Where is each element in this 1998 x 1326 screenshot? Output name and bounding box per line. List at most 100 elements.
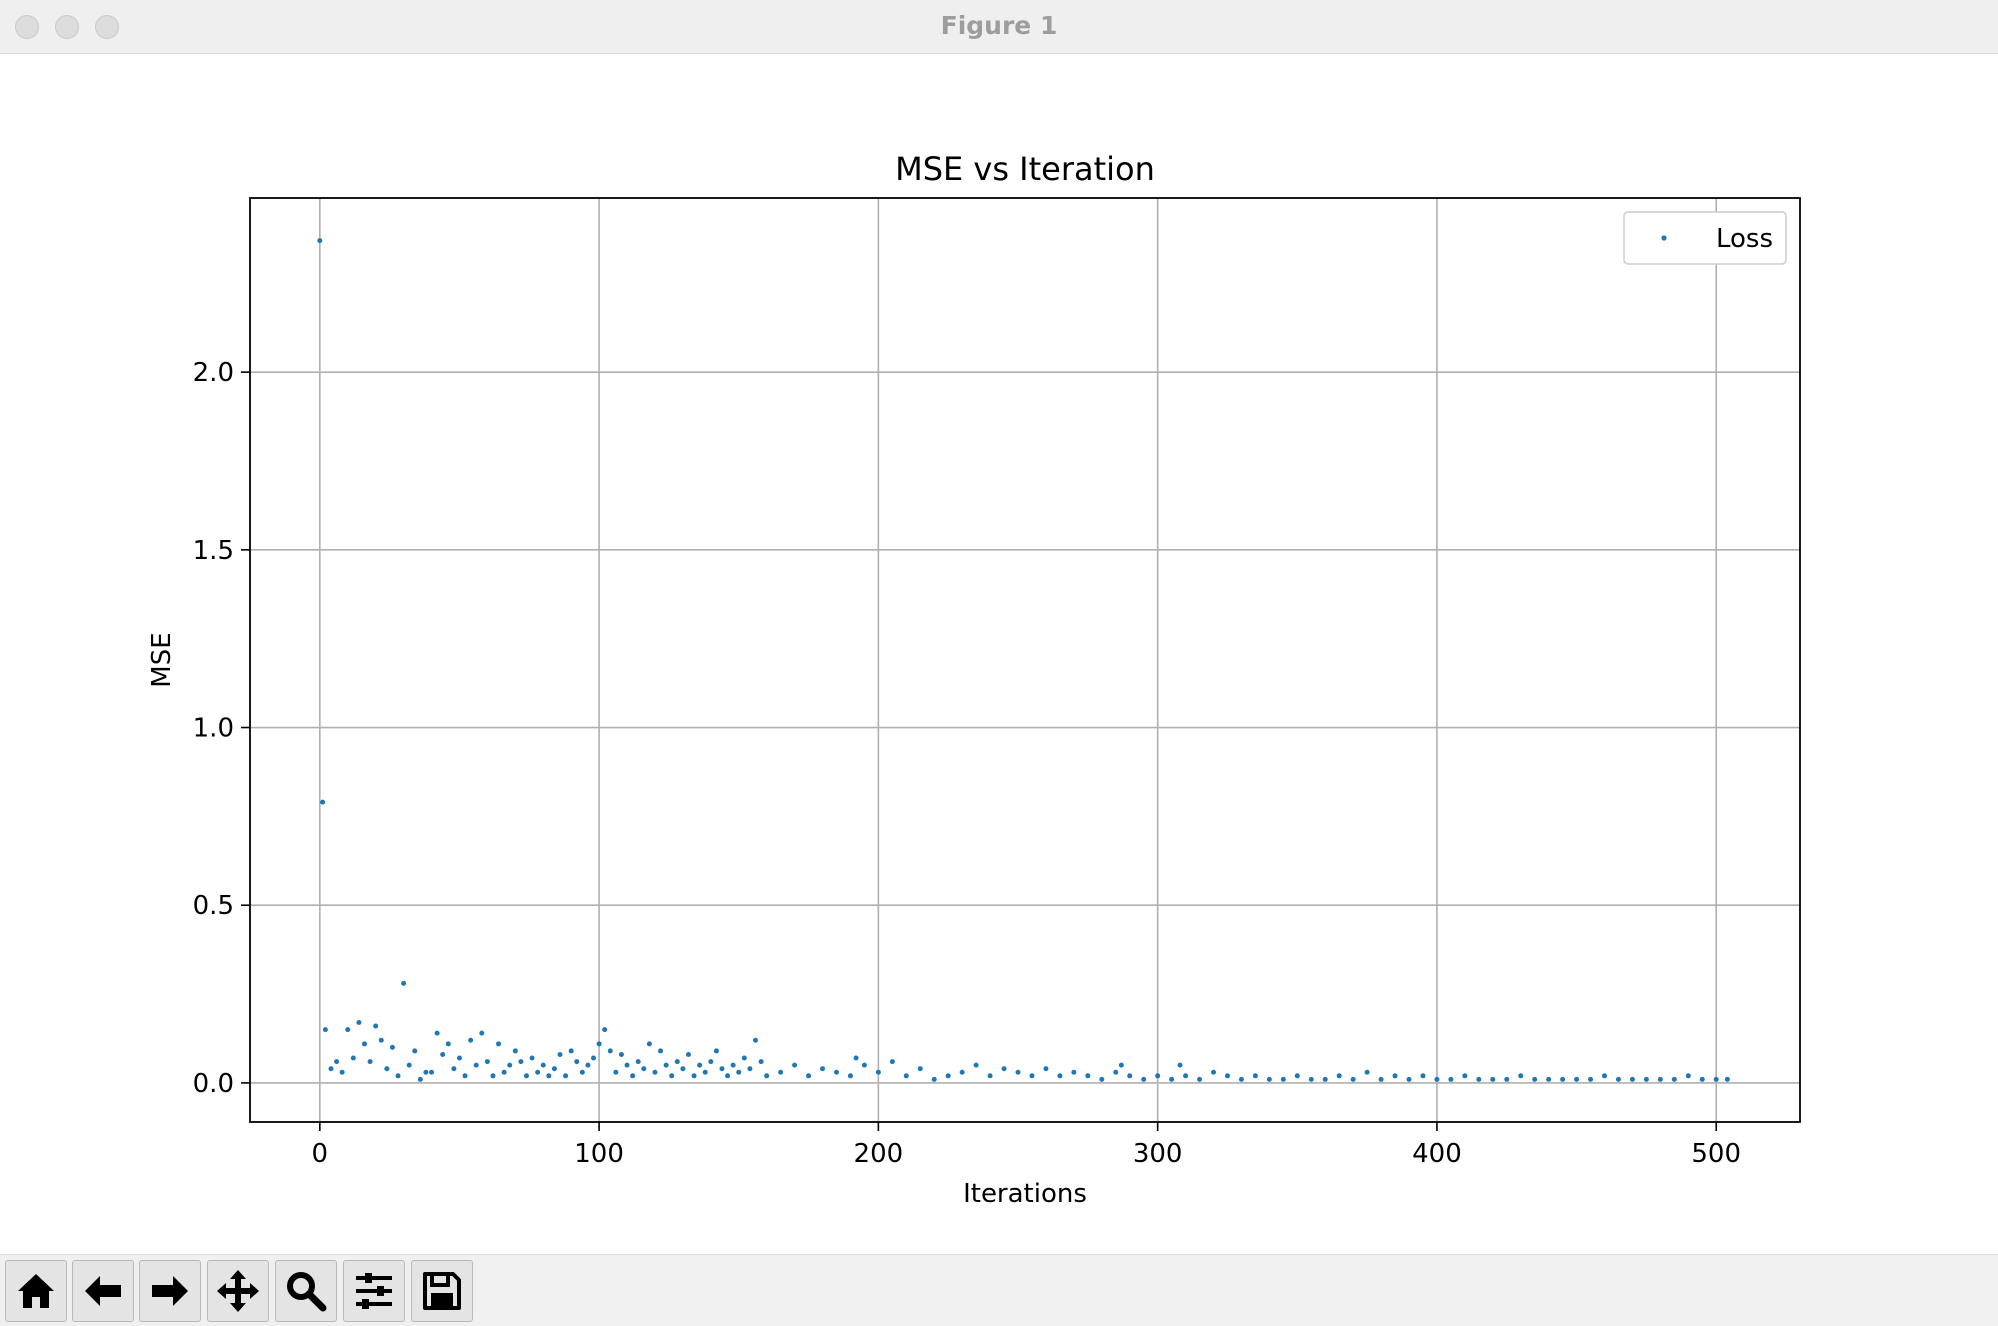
data-point	[334, 1059, 340, 1065]
x-axis-ticks: 0 100 200 300 400 500	[312, 1122, 1741, 1169]
data-point	[585, 1062, 591, 1068]
legend-label: Loss	[1716, 224, 1773, 254]
data-point	[579, 1069, 585, 1075]
data-point	[1406, 1076, 1412, 1082]
data-point	[1685, 1073, 1691, 1079]
data-point	[1029, 1073, 1035, 1079]
pan-move-icon	[217, 1270, 259, 1312]
y-tick-label: 1.0	[193, 714, 234, 744]
x-tick-label: 200	[854, 1139, 904, 1169]
minimize-window-button[interactable]	[55, 15, 79, 39]
data-point	[529, 1055, 535, 1061]
data-point	[613, 1069, 619, 1075]
data-point	[730, 1062, 736, 1068]
zoom-window-button[interactable]	[95, 15, 119, 39]
data-point	[691, 1073, 697, 1079]
data-point	[702, 1069, 708, 1075]
data-point	[389, 1044, 395, 1050]
data-point	[1657, 1076, 1663, 1082]
data-point	[680, 1066, 686, 1072]
legend-marker	[1661, 235, 1667, 241]
y-axis-label: MSE	[147, 632, 177, 687]
data-point	[350, 1055, 356, 1061]
data-point	[1224, 1073, 1230, 1079]
zoom-button[interactable]	[275, 1260, 337, 1322]
data-point	[1615, 1076, 1621, 1082]
data-point	[806, 1073, 812, 1079]
data-point	[1155, 1073, 1161, 1079]
data-point	[501, 1069, 507, 1075]
figure-canvas: 0 100 200 300 400 500 0.0 0.5 1.0 1.5 2.0 MSE vs …	[0, 54, 1998, 1254]
data-point	[523, 1073, 529, 1079]
x-tick-label: 300	[1133, 1139, 1183, 1169]
data-point	[917, 1066, 923, 1072]
data-point	[1211, 1069, 1217, 1075]
data-point	[1015, 1069, 1021, 1075]
data-point	[697, 1062, 703, 1068]
data-point	[741, 1055, 747, 1061]
data-point	[1280, 1076, 1286, 1082]
data-point	[1197, 1076, 1203, 1082]
window-title: Figure 1	[940, 11, 1058, 40]
data-point	[1043, 1066, 1049, 1072]
data-point	[535, 1069, 541, 1075]
data-point	[1699, 1076, 1705, 1082]
data-point	[356, 1019, 362, 1025]
data-point	[764, 1073, 770, 1079]
grid-lines	[250, 198, 1800, 1122]
data-point	[719, 1066, 725, 1072]
x-tick-label: 100	[574, 1139, 624, 1169]
data-point	[1420, 1073, 1426, 1079]
data-point	[540, 1062, 546, 1068]
data-point	[317, 238, 323, 244]
forward-arrow-icon	[152, 1276, 188, 1306]
data-point	[778, 1069, 784, 1075]
y-axis-ticks: 0.0 0.5 1.0 1.5 2.0	[193, 358, 250, 1099]
data-point	[1364, 1069, 1370, 1075]
data-point	[674, 1059, 680, 1065]
data-point	[1118, 1062, 1124, 1068]
data-point	[652, 1069, 658, 1075]
chart: 0 100 200 300 400 500 0.0 0.5 1.0 1.5 2.0 MSE vs …	[147, 150, 1801, 1209]
data-point	[959, 1069, 965, 1075]
data-point	[345, 1027, 351, 1033]
data-point	[512, 1048, 518, 1054]
data-point	[708, 1059, 714, 1065]
data-point	[434, 1030, 440, 1036]
back-button[interactable]	[72, 1260, 134, 1322]
data-point	[367, 1059, 373, 1065]
configure-subplots-button[interactable]	[343, 1260, 405, 1322]
data-point	[1546, 1076, 1552, 1082]
pan-button[interactable]	[207, 1260, 269, 1322]
data-point	[1378, 1076, 1384, 1082]
data-point	[1629, 1076, 1635, 1082]
data-point	[440, 1051, 446, 1057]
data-point	[546, 1073, 552, 1079]
save-button[interactable]	[411, 1260, 473, 1322]
data-point	[429, 1069, 435, 1075]
plot-background	[250, 198, 1800, 1122]
data-point	[1252, 1073, 1258, 1079]
data-point	[987, 1073, 993, 1079]
data-point	[1504, 1076, 1510, 1082]
zoom-magnifier-icon	[287, 1272, 327, 1312]
data-point	[462, 1073, 468, 1079]
data-point	[1071, 1069, 1077, 1075]
data-point	[973, 1062, 979, 1068]
data-point	[1113, 1069, 1119, 1075]
data-point	[596, 1041, 602, 1047]
data-point	[1322, 1076, 1328, 1082]
data-point	[1266, 1076, 1272, 1082]
data-point	[1602, 1073, 1608, 1079]
forward-button[interactable]	[139, 1260, 201, 1322]
data-point	[423, 1069, 429, 1075]
data-point	[630, 1073, 636, 1079]
home-button[interactable]	[5, 1260, 67, 1322]
x-tick-label: 0	[312, 1139, 329, 1169]
data-point	[401, 980, 407, 986]
data-point	[1392, 1073, 1398, 1079]
close-window-button[interactable]	[15, 15, 39, 39]
data-point	[1336, 1073, 1342, 1079]
data-point	[1490, 1076, 1496, 1082]
data-point	[557, 1051, 563, 1057]
